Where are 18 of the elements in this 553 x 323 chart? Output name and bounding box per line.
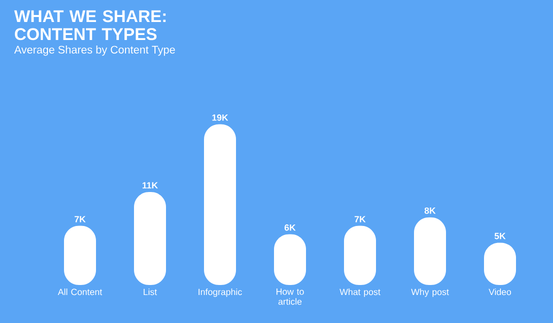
data-label: 8K [424,207,436,214]
x-tick-label: How to article [276,288,304,305]
x-tick-label: Infographic [198,288,242,297]
chart-subtitle: Average Shares by Content Type [14,46,175,56]
x-tick-label: Video [488,288,512,296]
chart-title: WHAT WE SHARE: CONTENT TYPES [14,10,166,40]
data-label: 7K [354,216,366,222]
bar [134,192,166,285]
x-tick-label: List [144,288,157,296]
data-label: 6K [284,224,296,231]
x-tick-label: All Content [58,288,102,296]
bar [204,124,236,285]
data-label: 19K [212,114,228,121]
x-tick-label: What post [340,288,380,297]
x-tick-label: Why post [411,288,449,297]
data-label: 5K [494,232,506,240]
data-label: 11K [142,182,158,188]
data-label: 7K [74,216,86,222]
